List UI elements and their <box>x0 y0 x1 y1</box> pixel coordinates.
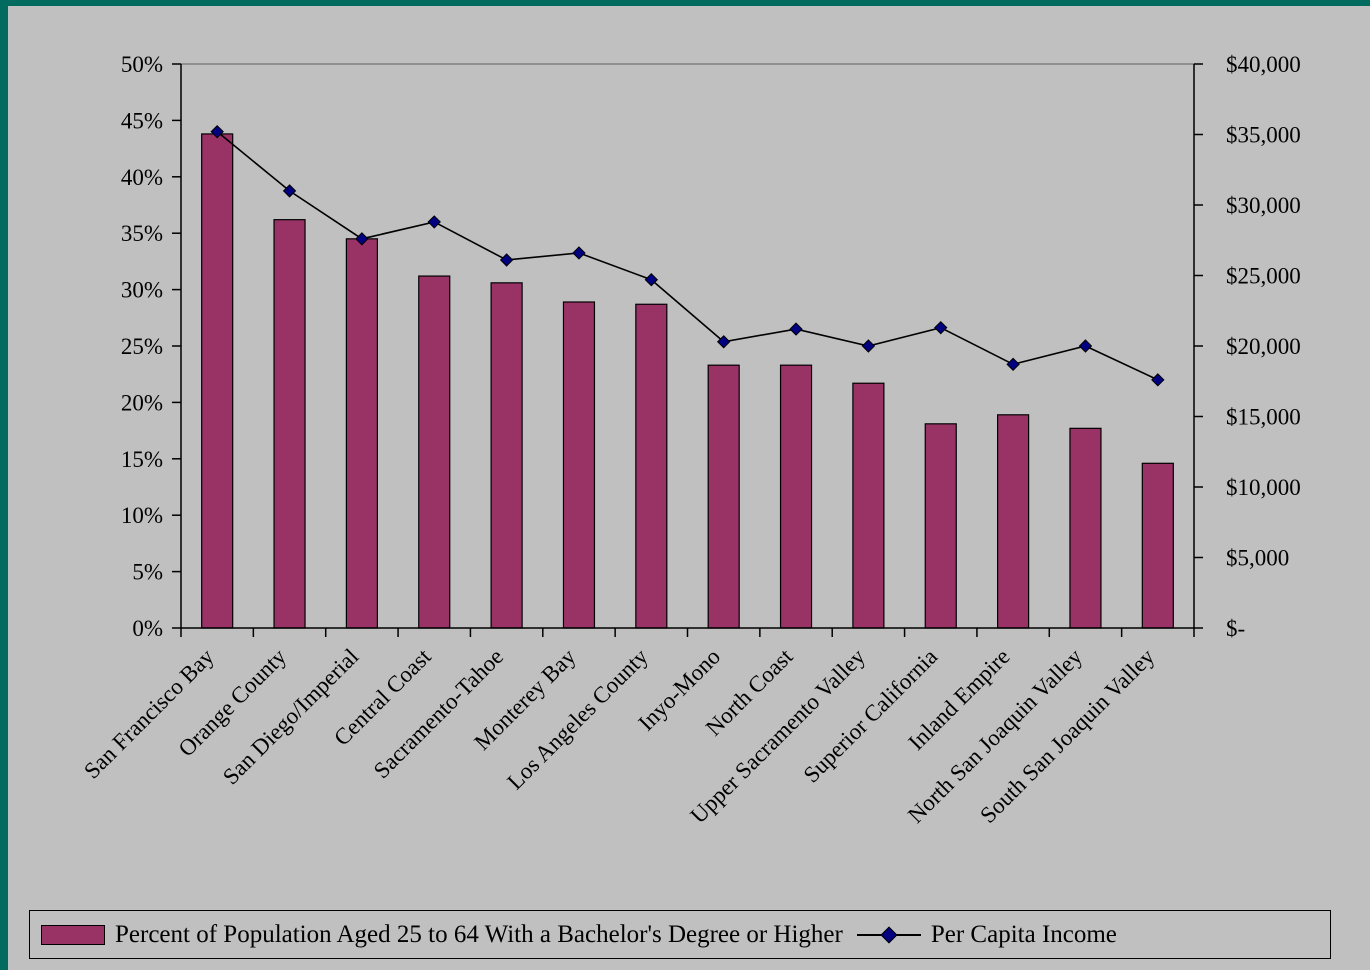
right-tick-label: $15,000 <box>1226 405 1301 430</box>
right-tick-label: $40,000 <box>1226 52 1301 77</box>
bar <box>924 423 957 629</box>
left-tick-label: 10% <box>121 503 163 528</box>
category-label: Los Angeles County <box>502 644 653 795</box>
right-tick-label: $10,000 <box>1226 475 1301 500</box>
bar <box>345 238 378 629</box>
bar <box>1069 427 1102 629</box>
income-point <box>499 253 514 267</box>
bar <box>273 219 306 629</box>
income-point <box>1006 357 1020 372</box>
bar <box>490 282 523 629</box>
bar <box>852 382 885 629</box>
left-tick-label: 35% <box>121 221 163 246</box>
bar <box>1141 462 1174 629</box>
chart-frame: 0% 5% 10% 15% 20% 25% 30% 35% 40% 45% 50% $- $5,000 $… <box>8 6 1370 970</box>
category-label: San Diego/Imperial <box>218 644 363 789</box>
left-tick-label: 25% <box>121 334 163 359</box>
right-tick-label: $30,000 <box>1226 193 1301 218</box>
income-line <box>216 131 1159 381</box>
combo-chart: 0% 5% 10% 15% 20% 25% 30% 35% 40% 45% 50% $- $5,000 $… <box>79 52 1301 828</box>
left-tick-label: 20% <box>121 390 163 415</box>
income-point <box>861 339 876 353</box>
right-tick-label: $25,000 <box>1226 264 1301 289</box>
legend-bar-swatch <box>41 924 105 945</box>
income-point <box>427 215 441 229</box>
right-tick-label: $5,000 <box>1226 546 1289 571</box>
left-tick-label: 0% <box>132 616 163 641</box>
income-point <box>644 273 659 287</box>
left-tick-label: 5% <box>132 560 163 585</box>
left-tick-label: 15% <box>121 447 163 472</box>
legend-line-label: Per Capita Income <box>930 920 1117 948</box>
bar <box>201 133 234 629</box>
category-label: San Francisco Bay <box>79 644 219 784</box>
income-point <box>789 322 803 336</box>
income-point <box>716 335 731 349</box>
left-tick-label: 45% <box>121 108 163 133</box>
bar <box>562 301 596 629</box>
income-point <box>1151 373 1165 387</box>
category-label: Superior California <box>799 644 943 788</box>
income-point <box>572 246 586 260</box>
income-point <box>355 232 369 246</box>
right-tick-label: $20,000 <box>1226 334 1301 359</box>
left-tick-label: 40% <box>121 165 163 190</box>
legend-line-marker <box>856 925 921 945</box>
right-tick-label: $35,000 <box>1226 123 1301 148</box>
income-point <box>210 124 224 139</box>
income-point <box>934 320 948 335</box>
legend-bar-label: Percent of Population Aged 25 to 64 With… <box>115 920 843 948</box>
category-label: Sacramento-Tahoe <box>369 644 508 783</box>
bar <box>779 364 813 629</box>
bar <box>707 364 740 629</box>
left-tick-label: 30% <box>121 278 163 303</box>
income-point <box>1078 339 1093 353</box>
bar <box>418 275 451 629</box>
left-tick-label: 50% <box>121 52 163 77</box>
bar <box>997 414 1030 629</box>
bar <box>635 303 668 629</box>
right-tick-label: $- <box>1226 616 1245 641</box>
income-point <box>282 184 297 198</box>
legend: Percent of Population Aged 25 to 64 With… <box>29 910 1331 959</box>
